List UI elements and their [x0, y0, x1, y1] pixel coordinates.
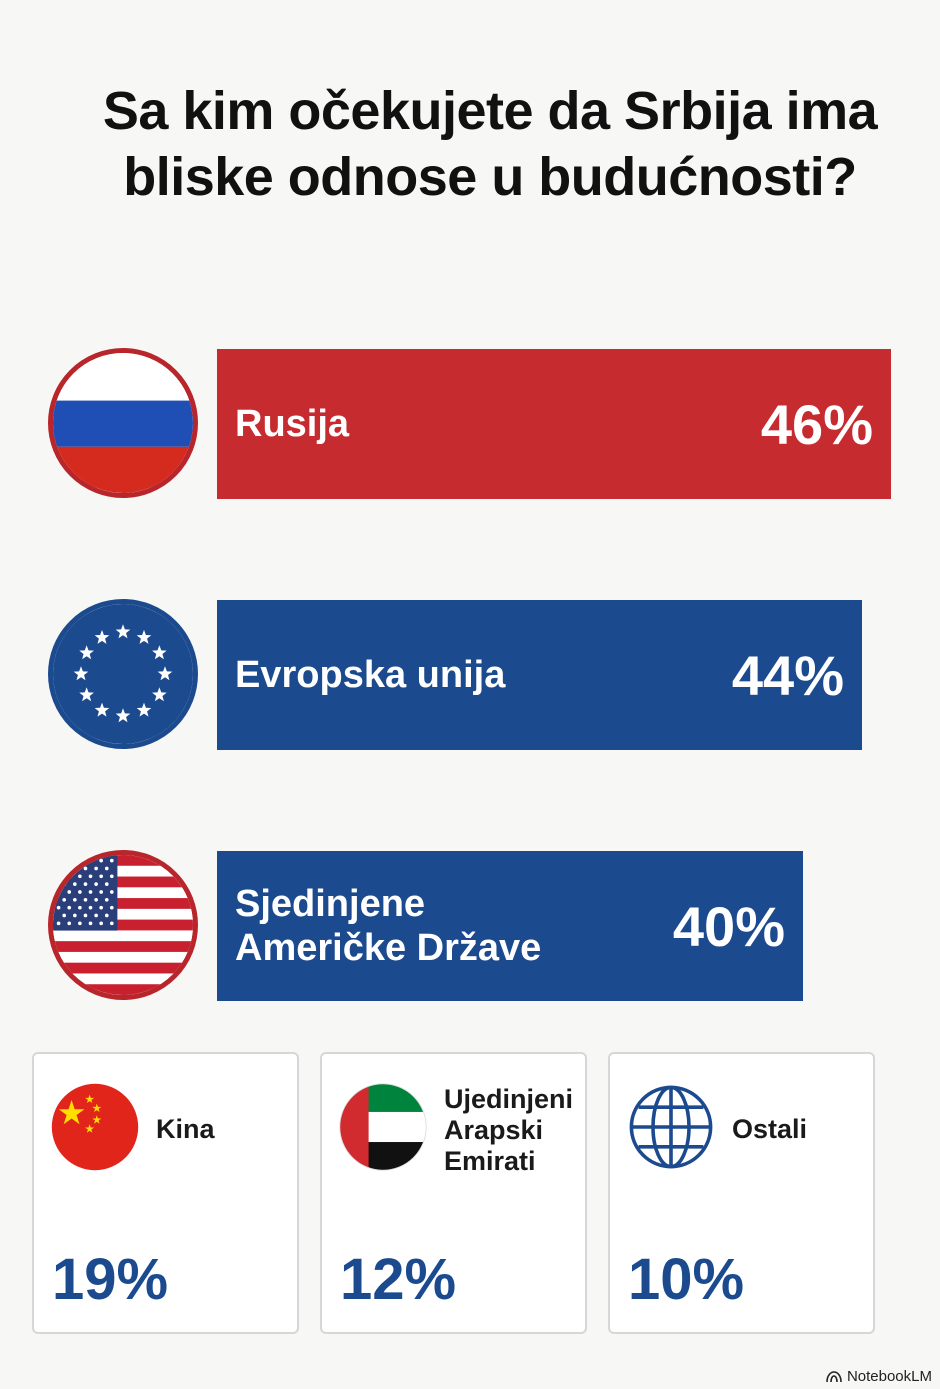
- bar-value-label: 46%: [760, 392, 873, 456]
- eu-star-icon: [73, 666, 89, 681]
- card-label-line: Arapski: [444, 1115, 544, 1145]
- eu-star-icon: [115, 708, 131, 723]
- eu-star-icon: [157, 666, 173, 681]
- card-label: Ujedinjeni Arapski Emirati: [444, 1084, 573, 1177]
- eu-star-icon: [136, 629, 152, 644]
- uae-flag-icon: [338, 1082, 428, 1172]
- brand-watermark: NotebookLM: [826, 1368, 932, 1385]
- card-value-label: 10%: [628, 1247, 745, 1312]
- brand-name: NotebookLM: [846, 1368, 932, 1385]
- bar-label: Sjedinjene Američke Države: [235, 882, 541, 970]
- notebooklm-logo-icon: [826, 1370, 842, 1382]
- card-label-line: Kina: [156, 1114, 215, 1144]
- globe-icon: [626, 1082, 716, 1172]
- card-ostali: Ostali 10%: [608, 1052, 875, 1334]
- bar-sjedinjene-americke-drzave: Sjedinjene Američke Države 40%: [217, 851, 803, 1001]
- bar-label: Rusija: [235, 402, 349, 446]
- card-uae: Ujedinjeni Arapski Emirati 12%: [320, 1052, 587, 1334]
- bar-label: Evropska unija: [235, 653, 505, 697]
- card-value-label: 12%: [340, 1247, 457, 1312]
- card-label: Kina: [156, 1114, 215, 1145]
- card-kina: Kina 19%: [32, 1052, 299, 1334]
- eu-star-icon: [94, 629, 110, 644]
- china-flag-icon: [50, 1082, 140, 1172]
- bar-rusija: Rusija 46%: [217, 349, 891, 499]
- eu-star-icon: [79, 687, 94, 702]
- eu-star-icon: [152, 687, 167, 702]
- eu-star-icon: [136, 702, 152, 717]
- bar-label-line: Sjedinjene: [235, 883, 426, 925]
- bar-value-label: 44%: [731, 643, 844, 707]
- bar-label-line: Američke Države: [235, 927, 542, 969]
- eu-star-icon: [115, 624, 131, 639]
- eu-star-icon: [94, 702, 110, 717]
- card-label-line: Ujedinjeni: [444, 1084, 574, 1114]
- eu-star-icon: [79, 645, 94, 660]
- card-label-line: Emirati: [444, 1146, 536, 1176]
- card-value-label: 19%: [52, 1247, 169, 1312]
- eu-flag-icon: [48, 599, 198, 749]
- russia-flag-icon: [48, 348, 198, 498]
- chart-title: Sa kim očekujete da Srbija ima bliske od…: [102, 81, 878, 207]
- bar-evropska-unija: Evropska unija 44%: [217, 600, 862, 750]
- bar-label-line: Rusija: [235, 403, 350, 445]
- eu-star-icon: [152, 645, 167, 660]
- usa-flag-icon: [48, 850, 198, 1000]
- card-label: Ostali: [732, 1114, 807, 1145]
- bar-label-line: Evropska unija: [235, 654, 506, 696]
- bar-value-label: 40%: [672, 894, 785, 958]
- card-label-line: Ostali: [732, 1114, 808, 1144]
